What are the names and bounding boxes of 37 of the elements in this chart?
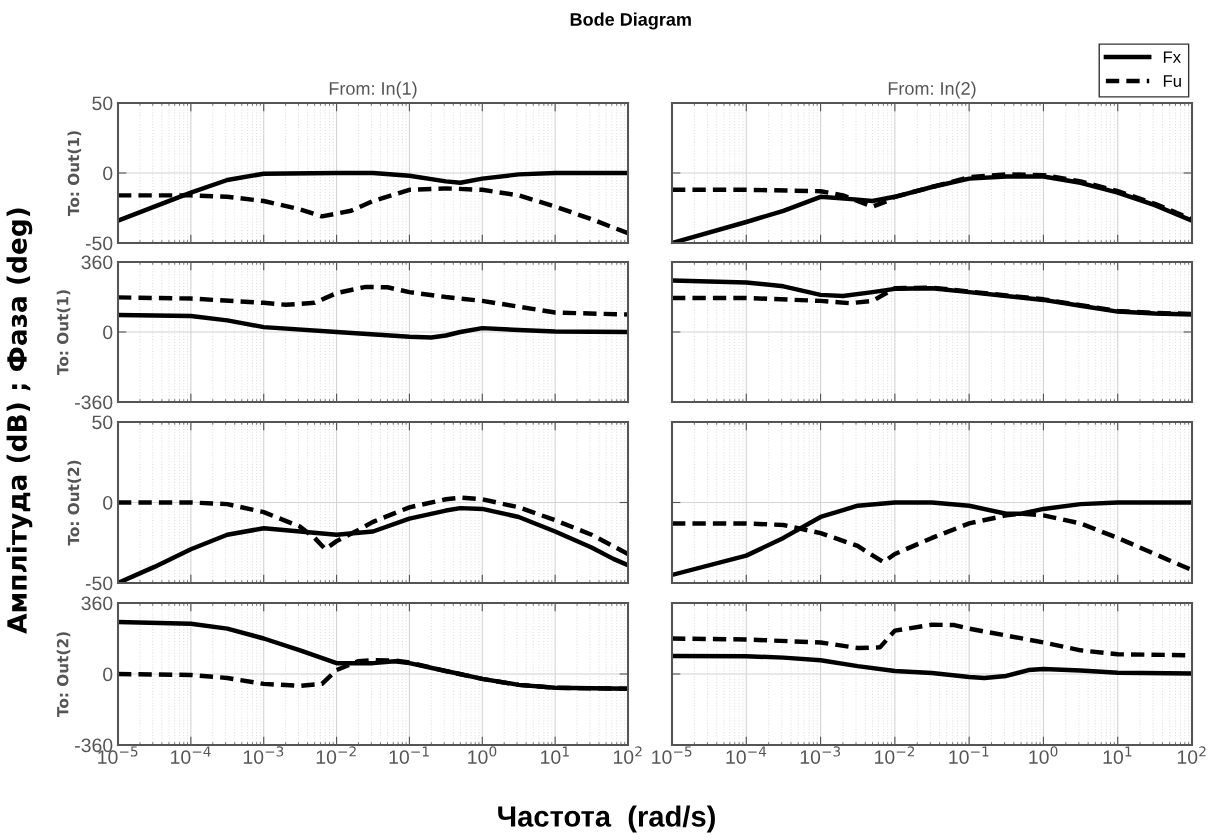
x-tick-label: 10$^{−4}$	[726, 746, 767, 765]
x-tick-label: 10$^{1}$	[541, 746, 569, 765]
text: Частота (rad/s)	[498, 805, 715, 833]
x-tick-label: 10$^{−1}$	[949, 746, 989, 765]
chart-title: From: In(1)	[329, 81, 417, 99]
y-axis-title: To: Out(2)	[56, 632, 71, 717]
x-tick-label: 10$^{2}$	[1177, 746, 1206, 764]
y-tick-label: -50	[85, 576, 113, 591]
y-tick-label: -50	[85, 236, 113, 251]
y-axis-title: To: Out(1)	[56, 290, 71, 375]
y-tick-label: 50	[92, 415, 113, 430]
x-tick-label: 10$^{−2}$	[875, 746, 915, 764]
y-tick-label: 0	[103, 667, 113, 682]
y-tick-label: 0	[103, 166, 113, 181]
x-tick-label: 10$^{−1}$	[389, 746, 429, 765]
legend-label: Fx	[1163, 51, 1181, 63]
chart-title: From: In(2)	[888, 81, 976, 99]
x-tick-label: 10$^{1}$	[1103, 746, 1132, 765]
x-tick-label: 10$^{−2}$	[316, 746, 356, 764]
y-axis-title: To: Out(1)	[67, 131, 82, 216]
x-tick-label: 10$^{0}$	[1029, 746, 1058, 764]
x-tick-label: 10$^{0}$	[468, 746, 497, 764]
y-tick-label: 0	[103, 325, 113, 340]
x-tick-label: 10$^{−3}$	[243, 746, 284, 764]
y-tick-label: 0	[103, 495, 113, 510]
y-tick-label: 360	[81, 255, 113, 270]
x-tick-label: 10$^{−3}$	[800, 746, 841, 764]
y-axis-title: To: Out(2)	[67, 460, 82, 546]
text: Bode Diagram	[570, 12, 691, 30]
y-tick-label: 50	[92, 96, 113, 111]
text: Амплітуда (dB) ; Фаза (deg)	[6, 208, 33, 634]
y-tick-label: 360	[81, 596, 113, 611]
y-tick-label: -360	[75, 395, 113, 410]
x-tick-label: 10$^{−4}$	[171, 746, 211, 765]
x-tick-label: 10$^{2}$	[613, 746, 642, 764]
x-tick-label: 10$^{−5}$	[652, 746, 692, 765]
legend-label: Fu	[1163, 75, 1181, 87]
